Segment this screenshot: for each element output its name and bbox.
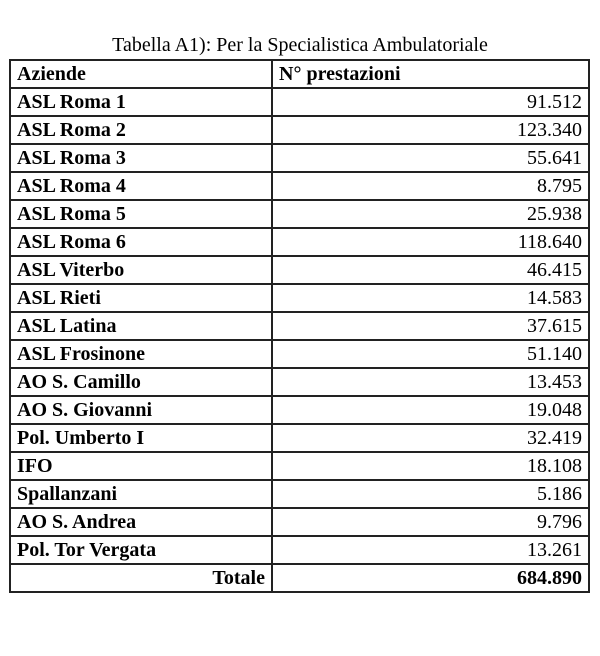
table-row: ASL Roma 5 25.938 [9, 199, 590, 229]
prestazioni-cell: 32.419 [271, 423, 590, 453]
header-aziende: Aziende [9, 59, 273, 89]
table-row: AO S. Giovanni 19.048 [9, 395, 590, 425]
azienda-cell: ASL Roma 4 [9, 171, 273, 201]
table-row: ASL Viterbo 46.415 [9, 255, 590, 285]
azienda-cell: Pol. Umberto I [9, 423, 273, 453]
prestazioni-cell: 91.512 [271, 87, 590, 117]
prestazioni-cell: 14.583 [271, 283, 590, 313]
prestazioni-cell: 46.415 [271, 255, 590, 285]
prestazioni-table: Aziende N° prestazioni ASL Roma 1 91.512 A… [9, 59, 590, 593]
prestazioni-cell: 37.615 [271, 311, 590, 341]
table-row: ASL Roma 3 55.641 [9, 143, 590, 173]
table-row: ASL Frosinone 51.140 [9, 339, 590, 369]
prestazioni-cell: 8.795 [271, 171, 590, 201]
prestazioni-cell: 55.641 [271, 143, 590, 173]
prestazioni-cell: 5.186 [271, 479, 590, 509]
table-row: Pol. Tor Vergata 13.261 [9, 535, 590, 565]
azienda-cell: ASL Latina [9, 311, 273, 341]
table-row: ASL Latina 37.615 [9, 311, 590, 341]
table-row: ASL Roma 1 91.512 [9, 87, 590, 117]
prestazioni-cell: 51.140 [271, 339, 590, 369]
table-row: ASL Roma 4 8.795 [9, 171, 590, 201]
azienda-cell: IFO [9, 451, 273, 481]
azienda-cell: AO S. Camillo [9, 367, 273, 397]
azienda-cell: ASL Rieti [9, 283, 273, 313]
azienda-cell: AO S. Giovanni [9, 395, 273, 425]
prestazioni-cell: 118.640 [271, 227, 590, 257]
prestazioni-cell: 13.453 [271, 367, 590, 397]
table-header-row: Aziende N° prestazioni [9, 59, 590, 89]
azienda-cell: ASL Frosinone [9, 339, 273, 369]
azienda-cell: AO S. Andrea [9, 507, 273, 537]
table-row: IFO 18.108 [9, 451, 590, 481]
table-row: AO S. Andrea 9.796 [9, 507, 590, 537]
azienda-cell: ASL Roma 2 [9, 115, 273, 145]
table-row: ASL Roma 2 123.340 [9, 115, 590, 145]
azienda-cell: ASL Viterbo [9, 255, 273, 285]
prestazioni-cell: 123.340 [271, 115, 590, 145]
prestazioni-cell: 9.796 [271, 507, 590, 537]
table-row: Pol. Umberto I 32.419 [9, 423, 590, 453]
table-row: AO S. Camillo 13.453 [9, 367, 590, 397]
table-row: Spallanzani 5.186 [9, 479, 590, 509]
total-row: Totale 684.890 [9, 563, 590, 593]
table-row: ASL Rieti 14.583 [9, 283, 590, 313]
prestazioni-cell: 18.108 [271, 451, 590, 481]
header-prestazioni: N° prestazioni [271, 59, 590, 89]
azienda-cell: Spallanzani [9, 479, 273, 509]
prestazioni-cell: 25.938 [271, 199, 590, 229]
table-row: ASL Roma 6 118.640 [9, 227, 590, 257]
azienda-cell: ASL Roma 5 [9, 199, 273, 229]
prestazioni-cell: 13.261 [271, 535, 590, 565]
total-label: Totale [9, 563, 273, 593]
azienda-cell: Pol. Tor Vergata [9, 535, 273, 565]
table-caption: Tabella A1): Per la Specialistica Ambula… [112, 34, 488, 56]
total-value: 684.890 [271, 563, 590, 593]
azienda-cell: ASL Roma 3 [9, 143, 273, 173]
azienda-cell: ASL Roma 6 [9, 227, 273, 257]
azienda-cell: ASL Roma 1 [9, 87, 273, 117]
prestazioni-cell: 19.048 [271, 395, 590, 425]
